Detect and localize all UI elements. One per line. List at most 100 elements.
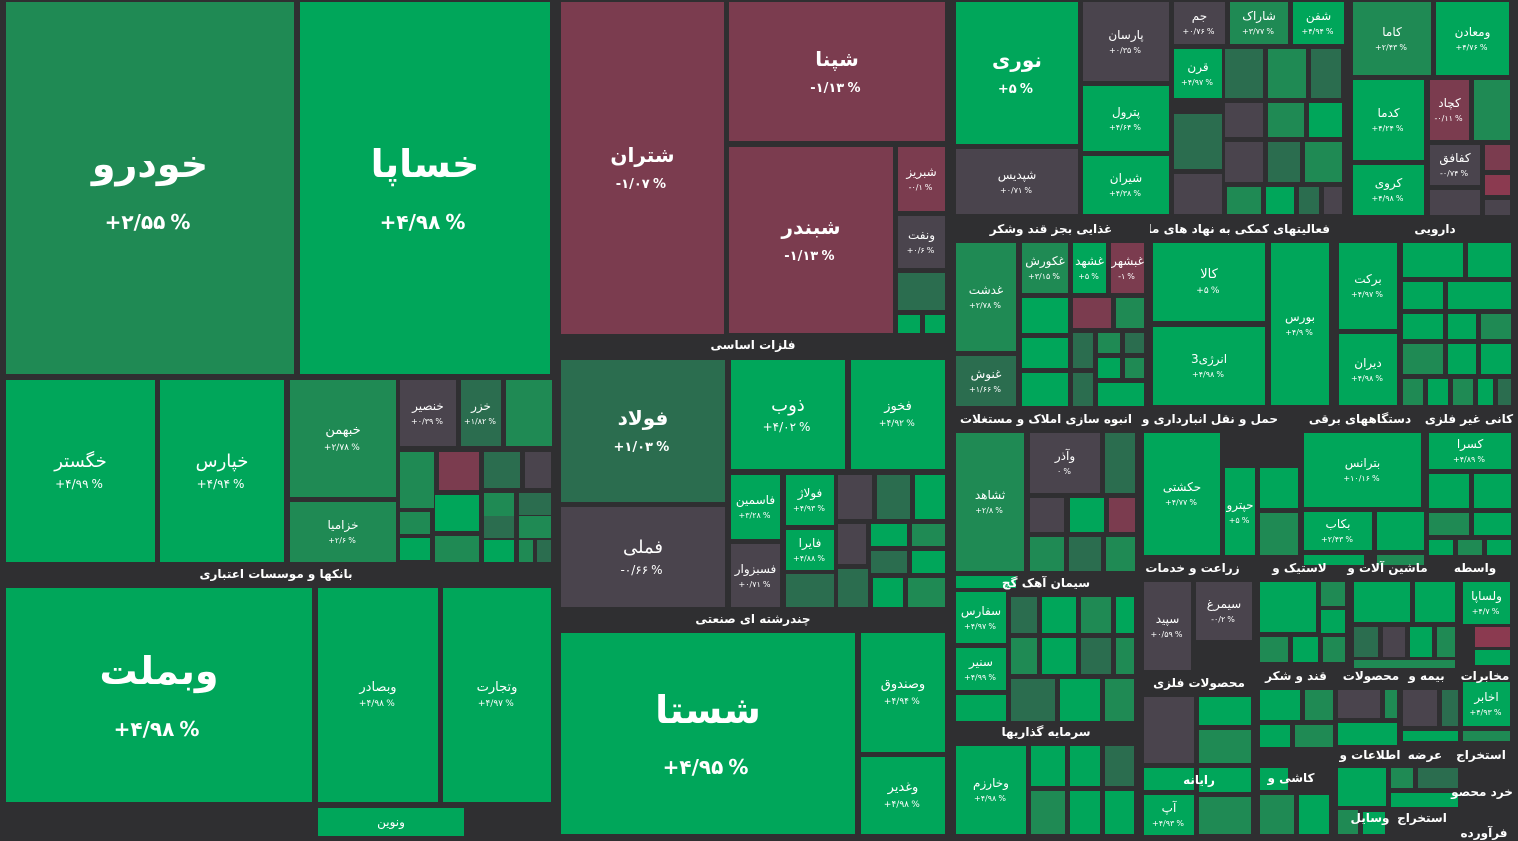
stock-tile-small[interactable] [1105, 433, 1135, 493]
stock-tile-small[interactable] [871, 551, 907, 573]
stock-tile[interactable]: وخارزم +۴/۹۸% [956, 746, 1026, 834]
stock-tile-small[interactable] [912, 551, 945, 573]
stock-tile-small[interactable] [1498, 379, 1511, 405]
stock-tile-small[interactable] [1260, 637, 1288, 662]
stock-tile-small[interactable] [484, 540, 514, 562]
stock-tile[interactable]: کچاد -۰/۱۱% [1430, 80, 1469, 140]
stock-tile-small[interactable] [838, 569, 868, 607]
stock-tile-small[interactable] [519, 540, 533, 562]
stock-tile-small[interactable] [400, 512, 430, 534]
stock-tile-small[interactable] [484, 493, 514, 519]
stock-tile-small[interactable] [1311, 49, 1341, 98]
stock-tile[interactable]: برکت +۴/۹۷% [1339, 243, 1397, 329]
stock-tile-small[interactable] [838, 524, 866, 564]
stock-tile-small[interactable] [1098, 383, 1144, 406]
stock-tile[interactable]: وغدیر +۴/۹۸% [861, 757, 945, 834]
stock-tile-small[interactable] [1481, 344, 1511, 374]
stock-tile-small[interactable] [1442, 690, 1458, 726]
stock-tile-small[interactable] [898, 315, 920, 333]
stock-tile-small[interactable] [1338, 690, 1380, 718]
stock-tile-small[interactable] [1081, 638, 1111, 674]
stock-tile-small[interactable] [1474, 80, 1510, 140]
stock-tile[interactable]: قرن +۴/۹۷% [1174, 49, 1222, 98]
stock-tile-small[interactable] [519, 493, 551, 515]
stock-tile[interactable]: شیران +۴/۳۸% [1083, 156, 1169, 214]
stock-tile-small[interactable] [1174, 114, 1222, 169]
stock-tile-small[interactable] [1403, 314, 1443, 339]
stock-tile-small[interactable] [1463, 731, 1510, 741]
stock-tile-small[interactable] [1199, 797, 1251, 834]
stock-tile[interactable]: خساپا +۴/۹۸% [300, 2, 550, 374]
stock-tile[interactable]: ولساپا +۴/۷% [1463, 582, 1510, 624]
stock-tile-small[interactable] [1321, 610, 1345, 633]
stock-tile-small[interactable] [873, 578, 903, 607]
stock-tile[interactable]: خودرو +۲/۵۵% [6, 2, 294, 374]
stock-tile-small[interactable] [1338, 723, 1397, 745]
stock-tile[interactable]: دیران +۴/۹۸% [1339, 334, 1397, 405]
stock-tile[interactable]: بکاب +۲/۴۳% [1304, 512, 1372, 550]
stock-tile[interactable]: شبریز -۰/۱% [898, 147, 945, 211]
stock-tile-small[interactable] [1448, 344, 1476, 374]
stock-tile-small[interactable] [1487, 540, 1511, 555]
stock-tile[interactable]: کسرا +۴/۸۹% [1429, 433, 1511, 469]
stock-tile-small[interactable] [1070, 791, 1100, 834]
stock-tile-small[interactable] [1199, 768, 1251, 792]
stock-tile[interactable]: سپید +۰/۵۹% [1144, 582, 1191, 670]
stock-tile-small[interactable] [1309, 103, 1342, 137]
stock-tile-small[interactable] [1430, 190, 1480, 215]
stock-tile-small[interactable] [1125, 333, 1144, 353]
stock-tile-small[interactable] [1022, 338, 1068, 368]
stock-tile-small[interactable] [898, 273, 945, 310]
stock-tile[interactable]: وبملت +۴/۹۸% [6, 588, 312, 802]
stock-tile-small[interactable] [1403, 282, 1443, 309]
stock-tile[interactable]: خپارس +۴/۹۴% [160, 380, 284, 562]
stock-tile-small[interactable] [1225, 142, 1263, 182]
stock-tile-small[interactable] [1403, 243, 1463, 277]
stock-tile[interactable]: ذوب +۴/۰۲% [731, 360, 845, 469]
stock-tile-small[interactable] [1225, 49, 1263, 98]
stock-tile-small[interactable] [1070, 498, 1104, 532]
stock-tile-small[interactable] [1429, 540, 1453, 555]
stock-tile[interactable]: غدشت +۲/۷۸% [956, 243, 1016, 351]
stock-tile-small[interactable] [1011, 638, 1037, 674]
stock-tile-small[interactable] [1295, 725, 1333, 747]
stock-tile-small[interactable] [435, 495, 479, 531]
stock-tile-small[interactable] [1475, 627, 1510, 647]
stock-tile-small[interactable] [1458, 540, 1482, 555]
stock-tile[interactable]: بترانس +۱۰/۱۶% [1304, 433, 1421, 507]
stock-tile-small[interactable] [786, 574, 834, 607]
stock-tile-small[interactable] [1225, 103, 1263, 137]
stock-tile[interactable]: شبندر -۱/۱۳% [729, 147, 893, 333]
stock-tile[interactable]: کالا +۵% [1153, 243, 1265, 321]
stock-tile[interactable]: سیمرغ -۰/۲% [1196, 582, 1252, 640]
stock-tile-small[interactable] [1391, 793, 1458, 807]
stock-tile-small[interactable] [1069, 537, 1101, 571]
stock-tile-small[interactable] [1299, 187, 1319, 214]
stock-tile[interactable]: وصندوق +۴/۹۴% [861, 633, 945, 752]
stock-tile[interactable]: سفارس +۴/۹۷% [956, 592, 1006, 643]
stock-tile-small[interactable] [1415, 582, 1455, 622]
stock-tile-small[interactable] [1268, 49, 1306, 98]
stock-tile-small[interactable] [1042, 597, 1076, 633]
stock-tile-small[interactable] [400, 452, 434, 508]
stock-tile-small[interactable] [838, 475, 872, 519]
stock-tile-small[interactable] [1481, 314, 1511, 339]
stock-tile[interactable]: وبصادر +۴/۹۸% [318, 588, 438, 802]
stock-tile[interactable]: ثشاهد +۲/۸% [956, 433, 1024, 571]
stock-tile-small[interactable] [1383, 627, 1405, 657]
stock-tile-small[interactable] [1144, 768, 1194, 790]
stock-tile-small[interactable] [1338, 768, 1386, 806]
stock-tile[interactable]: خگستر +۴/۹۹% [6, 380, 155, 562]
stock-tile[interactable]: ومعادن +۴/۷۶% [1436, 2, 1509, 75]
stock-tile-small[interactable] [1448, 282, 1511, 309]
stock-tile[interactable]: خنصیر +۰/۳۹% [400, 380, 456, 446]
stock-tile-small[interactable] [1266, 187, 1294, 214]
stock-tile-small[interactable] [1144, 697, 1194, 763]
stock-tile-small[interactable] [1031, 746, 1065, 786]
stock-tile[interactable]: شاراک +۳/۷۷% [1230, 2, 1288, 44]
stock-tile-small[interactable] [1081, 597, 1111, 633]
stock-tile-small[interactable] [1030, 498, 1064, 532]
stock-tile-small[interactable] [1304, 555, 1364, 565]
stock-tile-small[interactable] [1403, 690, 1437, 726]
stock-tile-small[interactable] [1030, 537, 1064, 571]
